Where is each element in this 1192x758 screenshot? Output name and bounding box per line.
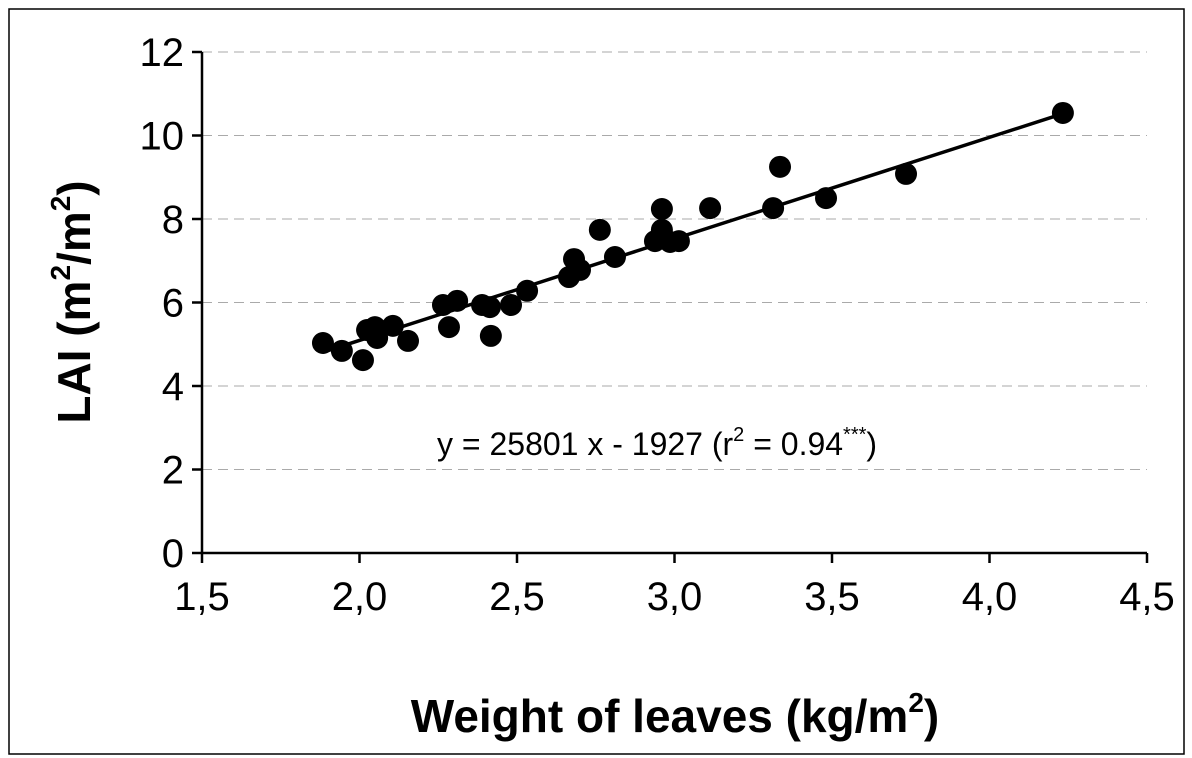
point (479, 324, 502, 347)
equation: y = 25801 x - 1927 (r2 = 0.94***) (437, 424, 877, 462)
equation-sup: *** (843, 424, 867, 446)
y-tick-label: 6 (162, 282, 184, 326)
y-title-sup: 2 (45, 265, 76, 281)
point (500, 294, 523, 317)
point (478, 296, 501, 319)
point (895, 162, 918, 185)
y-title-sup: 2 (45, 196, 76, 212)
point (516, 279, 539, 302)
point (381, 314, 404, 337)
point (603, 245, 626, 268)
y-axis-title: LAI (m2/m2) (45, 180, 100, 423)
frame (8, 8, 1185, 755)
point (699, 197, 722, 220)
equation-sup: 2 (733, 424, 744, 446)
x-tick-label: 2,5 (489, 575, 545, 619)
x-tick-label: 2,0 (332, 575, 388, 619)
y-tick-label: 10 (140, 115, 185, 159)
y-title-text: /m (48, 211, 100, 265)
point (330, 339, 353, 362)
x-tick-label: 4,5 (1119, 575, 1175, 619)
point (588, 218, 611, 241)
y-title-text: ) (48, 180, 100, 195)
point (311, 331, 334, 354)
x-tick-label: 3,5 (804, 575, 860, 619)
y-tick-label: 0 (162, 532, 184, 576)
y-tick-label: 12 (140, 31, 185, 75)
y-tick-label: 8 (162, 198, 184, 242)
point (437, 316, 460, 339)
point (667, 230, 690, 253)
x-title-text: ) (924, 690, 939, 742)
point (650, 197, 673, 220)
point (446, 289, 469, 312)
point (815, 187, 838, 210)
equation-text: y = 25801 x - 1927 (r (437, 426, 734, 462)
trend-line (322, 111, 1066, 354)
x-title-text: Weight of leaves (kg/m (411, 690, 909, 742)
point (366, 326, 389, 349)
point (569, 258, 591, 281)
point (769, 155, 792, 178)
x-tick-label: 3,0 (647, 575, 703, 619)
point (1051, 101, 1074, 124)
x-tick-label: 4,0 (962, 575, 1018, 619)
equation-text: ) (866, 426, 877, 462)
y-title-text: LAI (m (48, 281, 100, 424)
point (762, 197, 785, 220)
x-title-sup: 2 (908, 687, 924, 718)
y-tick-label: 2 (162, 449, 184, 493)
point (351, 349, 374, 372)
point (397, 329, 420, 352)
x-axis-title: Weight of leaves (kg/m2) (411, 687, 940, 742)
y-tick-label: 4 (162, 365, 184, 409)
equation-text: = 0.94 (744, 426, 843, 462)
x-tick-label: 1,5 (174, 575, 230, 619)
